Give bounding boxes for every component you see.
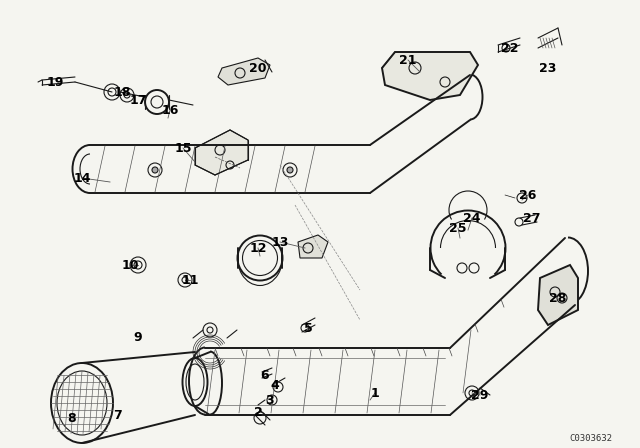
Text: 4: 4 bbox=[271, 379, 280, 392]
Text: 13: 13 bbox=[271, 236, 289, 249]
Text: 19: 19 bbox=[46, 76, 64, 89]
Text: 11: 11 bbox=[181, 273, 199, 287]
Text: 7: 7 bbox=[114, 409, 122, 422]
Text: 26: 26 bbox=[519, 189, 537, 202]
Circle shape bbox=[287, 167, 293, 173]
Text: 27: 27 bbox=[524, 211, 541, 224]
Polygon shape bbox=[538, 265, 578, 325]
Text: 15: 15 bbox=[174, 142, 192, 155]
Text: 21: 21 bbox=[399, 53, 417, 66]
Text: 20: 20 bbox=[249, 61, 267, 74]
Text: 14: 14 bbox=[73, 172, 91, 185]
Text: 16: 16 bbox=[161, 103, 179, 116]
Polygon shape bbox=[382, 52, 478, 100]
Polygon shape bbox=[218, 58, 270, 85]
Text: 18: 18 bbox=[113, 86, 131, 99]
Polygon shape bbox=[195, 130, 248, 175]
Text: C0303632: C0303632 bbox=[569, 434, 612, 443]
Text: 22: 22 bbox=[501, 42, 519, 55]
Text: 8: 8 bbox=[68, 412, 76, 425]
Text: 1: 1 bbox=[371, 387, 380, 400]
Text: 3: 3 bbox=[266, 393, 275, 406]
Text: 24: 24 bbox=[463, 211, 481, 224]
Polygon shape bbox=[298, 235, 328, 258]
Circle shape bbox=[152, 167, 158, 173]
Text: 28: 28 bbox=[549, 292, 566, 305]
Text: 12: 12 bbox=[249, 241, 267, 254]
Text: 9: 9 bbox=[134, 331, 142, 344]
Text: 25: 25 bbox=[449, 221, 467, 234]
Text: 2: 2 bbox=[253, 405, 262, 418]
Text: 23: 23 bbox=[540, 61, 557, 74]
Text: 6: 6 bbox=[260, 369, 269, 382]
Text: 5: 5 bbox=[303, 322, 312, 335]
Text: 29: 29 bbox=[471, 388, 489, 401]
Text: 10: 10 bbox=[121, 258, 139, 271]
Text: 17: 17 bbox=[129, 94, 147, 107]
